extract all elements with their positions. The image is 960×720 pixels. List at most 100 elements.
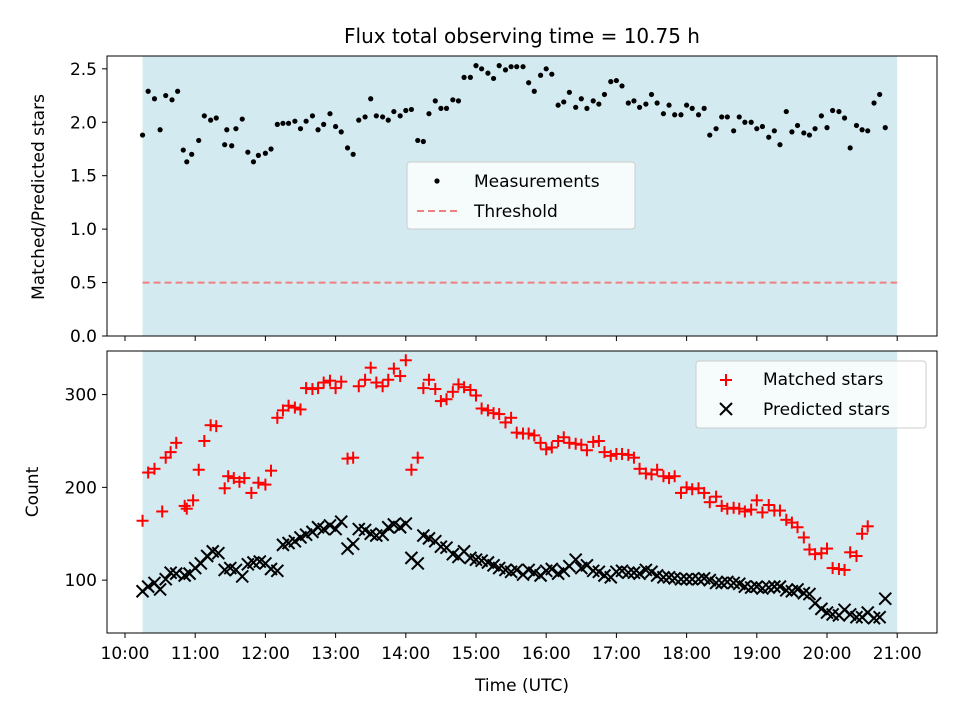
predicted-star-point bbox=[545, 562, 559, 576]
matched-star-point bbox=[198, 434, 211, 447]
predicted-star-point bbox=[714, 576, 729, 590]
x-tick-label: 12:00 bbox=[241, 644, 290, 664]
measurement-point bbox=[882, 125, 888, 131]
matched-star-point bbox=[745, 503, 758, 516]
matched-star-point bbox=[317, 376, 330, 389]
predicted-star-point bbox=[334, 514, 348, 529]
predicted-star-point bbox=[153, 582, 167, 597]
measurement-point bbox=[208, 117, 214, 123]
predicted-star-point bbox=[867, 611, 881, 625]
x-tick-label: 16:00 bbox=[522, 644, 571, 664]
top-x-axis bbox=[124, 336, 898, 341]
top-chart-title: Flux total observing time = 10.75 h bbox=[344, 24, 700, 48]
matched-star-point bbox=[265, 464, 278, 477]
matched-star-point bbox=[856, 527, 869, 540]
matched-star-point bbox=[282, 399, 295, 412]
measurement-point bbox=[707, 132, 713, 138]
matched-star-point bbox=[370, 376, 383, 389]
measurement-point bbox=[321, 121, 327, 127]
measurement-point bbox=[701, 105, 707, 111]
measurement-point bbox=[789, 129, 795, 135]
matched-star-point bbox=[797, 531, 810, 544]
measurement-point bbox=[684, 102, 690, 108]
predicted-star-point bbox=[159, 572, 173, 586]
measurement-point bbox=[766, 134, 772, 140]
matched-star-point bbox=[464, 383, 477, 396]
matched-star-point bbox=[528, 429, 541, 442]
measurement-point bbox=[724, 114, 730, 120]
predicted-star-point bbox=[270, 564, 285, 578]
matched-star-point bbox=[335, 375, 348, 388]
predicted-star-point bbox=[375, 527, 390, 542]
predicted-star-point bbox=[674, 572, 688, 586]
y-tick-label: 2.0 bbox=[70, 113, 97, 133]
measurement-point bbox=[262, 150, 268, 156]
matched-star-point bbox=[458, 381, 471, 394]
measurement-point bbox=[344, 145, 351, 151]
y-tick-label: 0.5 bbox=[70, 274, 97, 294]
matched-star-point bbox=[844, 546, 857, 559]
measurement-point bbox=[467, 74, 473, 80]
measurement-point bbox=[180, 147, 186, 153]
measurement-point bbox=[601, 91, 608, 98]
predicted-star-point bbox=[779, 583, 793, 598]
measurement-point bbox=[169, 97, 175, 103]
matched-star-point bbox=[791, 521, 804, 534]
measurement-point bbox=[184, 159, 190, 165]
matched-star-point bbox=[352, 380, 365, 393]
matched-star-point bbox=[170, 436, 183, 449]
measurement-point bbox=[139, 132, 146, 138]
bottom-x-axis-label: Time (UTC) bbox=[474, 676, 569, 696]
measurement-point bbox=[292, 118, 298, 124]
matched-star-point bbox=[259, 478, 272, 491]
measurement-point bbox=[759, 123, 766, 130]
measurement-point bbox=[660, 111, 667, 117]
matched-star-point bbox=[178, 499, 191, 512]
measurement-point bbox=[818, 113, 824, 119]
measurement-point bbox=[853, 122, 860, 129]
measurement-point bbox=[631, 98, 637, 104]
top-y-axis: 0.0 0.5 1.0 1.5 2.0 2.5 bbox=[70, 60, 107, 347]
matched-star-point bbox=[148, 462, 161, 475]
measurement-point bbox=[859, 127, 865, 133]
measurement-point bbox=[584, 105, 590, 111]
matched-star-point bbox=[657, 470, 670, 483]
predicted-star-point bbox=[469, 553, 483, 567]
measurement-point bbox=[520, 64, 526, 70]
bottom-x-axis: 10:00 11:00 12:00 13:00 14:00 15:00 16:00 17:00… bbox=[101, 633, 922, 664]
bottom-series-layer bbox=[135, 354, 892, 625]
measurement-point bbox=[455, 98, 462, 104]
measurement-point bbox=[338, 129, 344, 135]
measurement-point bbox=[443, 105, 450, 111]
measurement-point bbox=[309, 113, 316, 119]
predicted-star-point bbox=[141, 579, 155, 594]
legend-predicted-marker bbox=[719, 402, 733, 416]
predicted-star-point bbox=[726, 576, 741, 590]
bottom-legend-box bbox=[695, 360, 927, 429]
top-series-layer bbox=[139, 63, 898, 284]
predicted-star-point bbox=[762, 580, 776, 595]
bottom-legend: Matched stars Predicted stars bbox=[695, 360, 927, 429]
measurement-point bbox=[636, 104, 643, 110]
matched-star-point bbox=[405, 463, 418, 476]
measurement-point bbox=[713, 126, 719, 132]
measurement-point bbox=[666, 102, 672, 108]
y-tick-label: 1.0 bbox=[70, 220, 97, 240]
y-tick-label: 300 bbox=[65, 386, 97, 406]
measurement-point bbox=[196, 137, 202, 144]
predicted-star-point bbox=[656, 570, 671, 585]
x-tick-label: 17:00 bbox=[592, 644, 641, 664]
measurement-point bbox=[255, 152, 261, 158]
matched-star-point bbox=[156, 505, 169, 518]
measurement-point bbox=[748, 119, 754, 125]
measurement-point bbox=[549, 71, 555, 77]
measurement-point bbox=[608, 79, 614, 85]
measurement-point bbox=[526, 80, 532, 86]
matched-star-point bbox=[773, 504, 786, 517]
matched-star-point bbox=[780, 513, 793, 526]
top-y-axis-label: Matched/Predicted stars bbox=[29, 94, 49, 300]
predicted-star-point bbox=[773, 579, 787, 594]
matched-star-point bbox=[180, 502, 193, 515]
measurement-point bbox=[719, 114, 725, 120]
measurement-point bbox=[871, 100, 877, 106]
